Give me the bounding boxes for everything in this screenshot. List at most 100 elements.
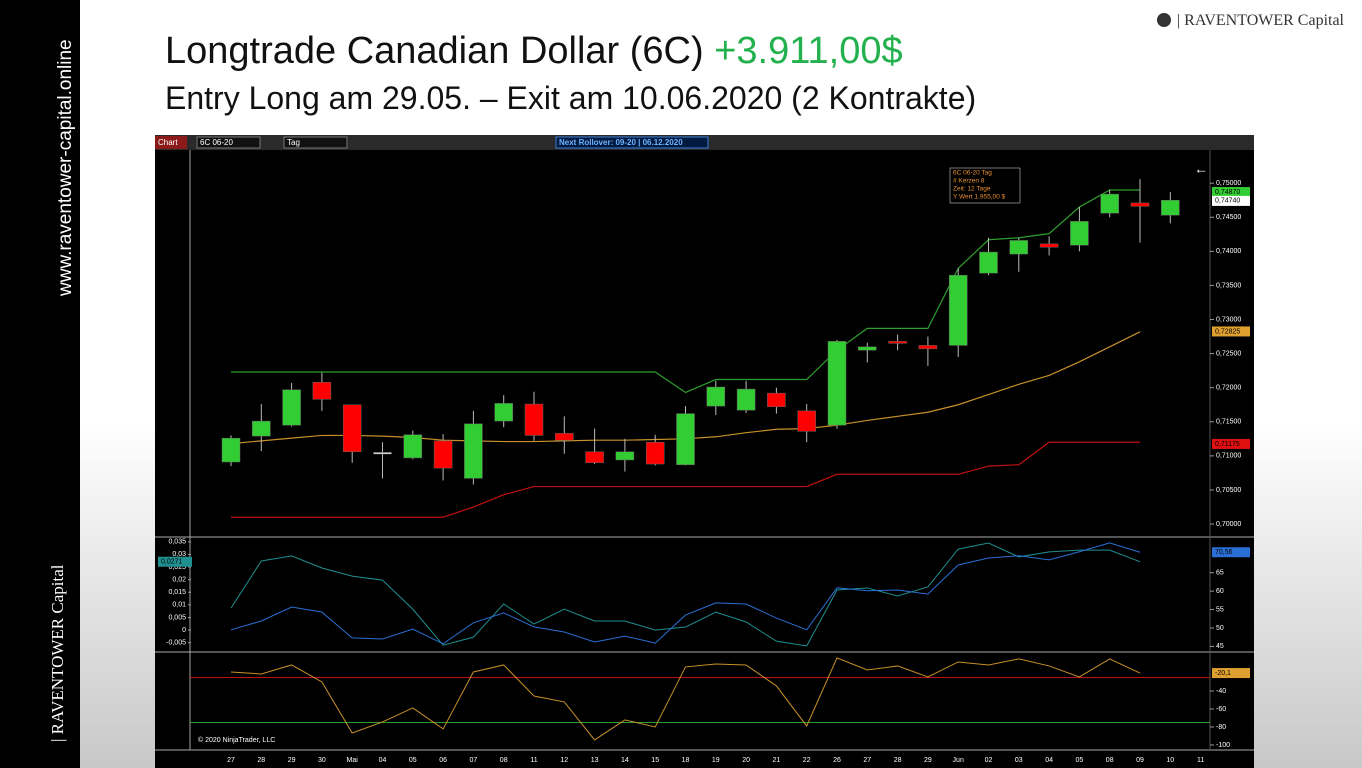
- x-tick-label: 05: [409, 757, 417, 764]
- y-tick-label: 0: [182, 627, 186, 634]
- y-tick-label: 55: [1216, 606, 1224, 613]
- value-tag: [158, 556, 192, 567]
- instrument-box[interactable]: [196, 136, 261, 149]
- x-tick-label: 13: [591, 757, 599, 764]
- x-tick-label: 28: [894, 757, 902, 764]
- y-tick-label: 60: [1216, 588, 1224, 595]
- x-tick-label: 11: [530, 757, 537, 764]
- value-tag-label: 0,72825: [1215, 328, 1240, 335]
- candle-body: [1070, 221, 1089, 246]
- x-tick-label: 14: [621, 757, 629, 764]
- candle-body: [1100, 193, 1119, 214]
- candle-body: [403, 434, 423, 459]
- line: [230, 542, 1141, 645]
- instrument[interactable]: 6C 06-20: [200, 138, 233, 147]
- value-tag-label: 0,71175: [1215, 441, 1240, 448]
- candle-body: [918, 345, 938, 350]
- y-tick-label: -80: [1216, 724, 1226, 731]
- x-tick-label: 19: [712, 757, 720, 764]
- y-tick-label: 0,03: [172, 551, 186, 558]
- y-tick-label: 0,73500: [1216, 282, 1241, 289]
- subtitle: Entry Long am 29.05. – Exit am 10.06.202…: [165, 80, 977, 116]
- tab-bg: [155, 136, 187, 149]
- candle-body: [979, 251, 998, 274]
- candle-body: [615, 451, 635, 461]
- period-box[interactable]: [283, 136, 348, 149]
- profit: +3.911,00$: [714, 30, 903, 72]
- y-tick-label: -40: [1216, 688, 1226, 695]
- x-tick-label: 29: [924, 757, 932, 764]
- x-tick-label: 09: [1136, 757, 1144, 764]
- candle-body: [555, 433, 574, 441]
- x-tick-label: 07: [470, 757, 478, 764]
- value-tag: [1212, 547, 1250, 558]
- value-tag: [1212, 195, 1250, 206]
- candle-body: [706, 386, 726, 407]
- x-tick-label: 04: [379, 757, 387, 764]
- candle-body: [524, 403, 544, 436]
- y-tick-label: -60: [1216, 706, 1226, 713]
- line: [231, 441, 1140, 518]
- y-tick-label: 0,73000: [1216, 316, 1241, 323]
- x-tick-label: 29: [288, 757, 296, 764]
- candle-body: [888, 341, 907, 344]
- candle-body: [645, 441, 665, 465]
- y-tick-label: -0,005: [166, 640, 186, 647]
- y-tick-label: 0,74500: [1216, 214, 1241, 221]
- x-tick-label: 04: [1045, 757, 1053, 764]
- info-line: # Kerzen 8: [953, 178, 985, 185]
- candle-body: [373, 452, 392, 455]
- y-tick-label: 50: [1216, 625, 1224, 632]
- x-tick-label: 20: [742, 757, 750, 764]
- x-tick-label: Jun: [953, 757, 964, 764]
- period[interactable]: Tag: [287, 138, 300, 147]
- x-tick-label: Mai: [347, 757, 359, 764]
- candle-body: [858, 346, 877, 351]
- x-tick-label: 15: [651, 757, 659, 764]
- info-line: Zeit: 12 Tage: [953, 186, 991, 193]
- candle-body: [342, 404, 362, 453]
- back-arrow[interactable]: ←: [1194, 161, 1208, 177]
- candle-body: [433, 440, 453, 469]
- x-tick-label: 02: [985, 757, 993, 764]
- y-tick-label: 0,72000: [1216, 385, 1241, 392]
- x-tick-label: 08: [1106, 757, 1114, 764]
- candle-body: [797, 410, 816, 432]
- x-tick-label: 28: [257, 757, 265, 764]
- value-tag-label: 0,0271: [161, 559, 183, 566]
- x-tick-label: 11: [1197, 757, 1204, 764]
- candle-body: [1161, 199, 1180, 216]
- y-tick-label: 0,71500: [1216, 419, 1241, 426]
- x-tick-label: 03: [1015, 757, 1023, 764]
- value-tag-label: 70,56: [1215, 549, 1233, 556]
- y-tick-label: 0,74000: [1216, 248, 1241, 255]
- value-tag: [1212, 187, 1250, 198]
- value-tag: [1212, 668, 1250, 679]
- candle-body: [494, 403, 513, 422]
- candle-body: [1039, 243, 1059, 248]
- x-tick-label: 12: [560, 757, 568, 764]
- y-tick-label: 0,015: [168, 589, 186, 596]
- line: [230, 542, 1141, 647]
- info-box: [949, 167, 1021, 204]
- candle-body: [1009, 240, 1029, 255]
- value-tag-label: 0,74740: [1215, 198, 1240, 205]
- candle-body: [252, 420, 271, 437]
- x-tick-label: 10: [1166, 757, 1174, 764]
- y-tick-label: -100: [1216, 742, 1230, 749]
- y-tick-label: 0,75000: [1216, 180, 1241, 187]
- title: Longtrade Canadian Dollar (6C) +3.911,00…: [165, 30, 903, 73]
- x-tick-label: 21: [773, 757, 781, 764]
- candle-body: [282, 389, 301, 426]
- candle-body: [827, 341, 847, 426]
- candle-body: [221, 437, 241, 463]
- candle-body: [1130, 202, 1150, 207]
- x-tick-label: 26: [833, 757, 841, 764]
- y-tick-label: 0,70000: [1216, 521, 1241, 528]
- candle-body: [676, 413, 695, 465]
- y-tick-label: 65: [1216, 570, 1224, 577]
- tab[interactable]: Chart: [158, 138, 178, 147]
- y-tick-label: 0,70500: [1216, 487, 1241, 494]
